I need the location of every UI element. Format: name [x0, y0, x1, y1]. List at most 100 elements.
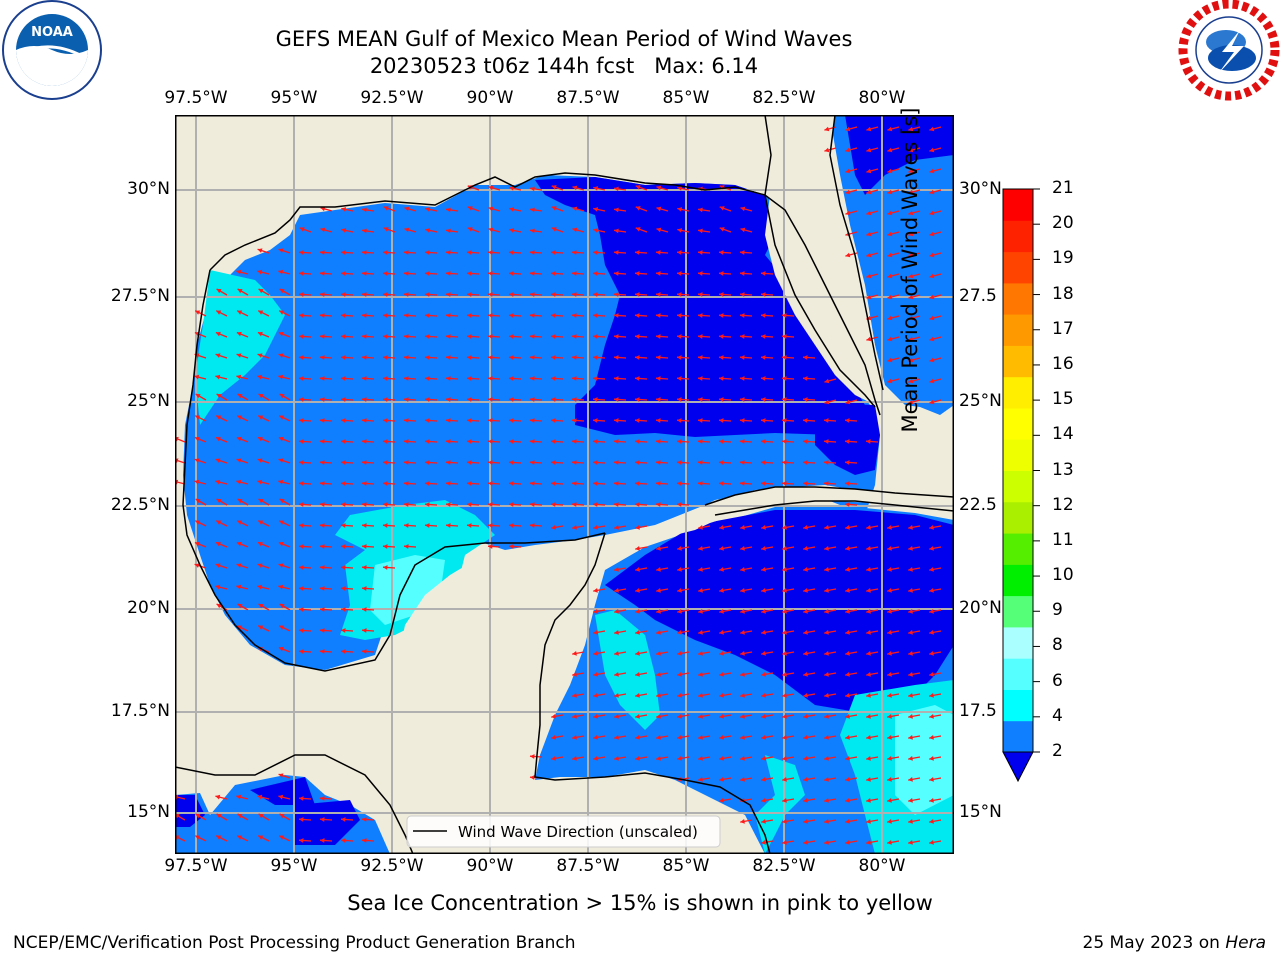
wave-direction-arrow	[340, 397, 354, 402]
wave-direction-arrow	[677, 735, 690, 740]
wave-direction-arrow	[908, 189, 921, 195]
wave-direction-arrow	[279, 498, 291, 506]
wave-direction-arrow	[508, 397, 522, 402]
wave-direction-arrow	[361, 460, 375, 465]
wave-direction-arrow	[698, 588, 711, 593]
low-period-caribbean	[605, 510, 954, 715]
wave-direction-arrow	[194, 374, 207, 380]
map-panel: Wind Wave Direction (unscaled)	[175, 115, 954, 854]
wave-direction-arrow	[466, 481, 480, 486]
florida-land	[765, 115, 880, 405]
wave-direction-arrow	[257, 520, 270, 527]
wave-direction-arrow	[404, 206, 417, 212]
wave-direction-arrow	[908, 567, 921, 572]
wave-direction-arrow	[236, 331, 249, 338]
wave-direction-arrow	[445, 292, 459, 297]
wave-direction-arrow	[845, 798, 858, 803]
wave-direction-arrow	[718, 334, 732, 339]
wave-direction-arrow	[298, 649, 312, 654]
wave-direction-arrow	[614, 672, 627, 677]
wave-direction-arrow	[593, 756, 606, 761]
wave-direction-arrow	[929, 588, 942, 593]
wave-direction-arrow	[319, 502, 333, 507]
wave-direction-arrow	[803, 840, 816, 845]
wave-direction-arrow	[782, 651, 795, 656]
wave-direction-arrow	[382, 418, 396, 423]
wave-direction-arrow	[215, 479, 228, 485]
wave-direction-arrow	[824, 819, 837, 824]
wave-direction-arrow	[676, 271, 690, 276]
wave-direction-arrow	[824, 777, 837, 782]
wave-direction-arrow	[614, 207, 627, 213]
wave-direction-arrow	[908, 798, 921, 803]
wave-direction-arrow	[781, 418, 795, 423]
wave-direction-arrow	[508, 355, 522, 360]
wave-direction-arrow	[530, 186, 543, 192]
colorbar-band	[1003, 720, 1033, 753]
colorbar-band	[1003, 345, 1033, 378]
wave-direction-arrow	[866, 588, 879, 593]
wave-direction-arrow	[761, 651, 774, 656]
wave-direction-arrow	[361, 544, 375, 549]
wave-direction-arrow	[319, 523, 333, 528]
wave-direction-arrow	[698, 714, 711, 719]
wave-direction-arrow	[845, 168, 858, 174]
wave-direction-arrow	[929, 126, 942, 132]
wave-direction-arrow	[614, 228, 627, 234]
wave-direction-arrow	[781, 439, 795, 444]
wave-direction-arrow	[887, 672, 900, 677]
wave-direction-arrow	[634, 271, 648, 276]
wave-direction-arrow	[739, 418, 753, 423]
colorbar-band	[1003, 376, 1033, 409]
wave-direction-arrow	[257, 436, 270, 443]
wave-direction-arrow	[194, 835, 207, 842]
wave-direction-arrow	[844, 502, 858, 507]
wave-direction-arrow	[340, 649, 354, 654]
wave-direction-arrow	[634, 250, 648, 255]
wave-direction-arrow	[761, 546, 774, 551]
wave-direction-arrow	[466, 376, 480, 381]
wave-direction-arrow	[866, 294, 879, 300]
noaa-logo-text: NOAA	[31, 25, 73, 40]
wave-direction-arrow	[445, 460, 459, 465]
wave-direction-arrow	[216, 288, 228, 296]
wave-direction-arrow	[403, 271, 417, 276]
wave-direction-arrow	[676, 313, 690, 318]
wave-direction-arrow	[887, 126, 900, 132]
wave-direction-arrow	[803, 693, 816, 698]
wave-direction-arrow	[382, 439, 396, 444]
wave-direction-arrow	[572, 714, 585, 719]
wave-direction-arrow	[697, 397, 711, 402]
wave-direction-arrow	[571, 313, 585, 318]
wave-direction-arrow	[236, 625, 249, 632]
wave-direction-arrow	[824, 588, 837, 593]
wave-direction-arrow	[593, 693, 606, 698]
wave-direction-arrow	[195, 498, 207, 506]
wave-direction-arrow	[593, 609, 606, 614]
wave-direction-arrow	[382, 250, 396, 255]
wave-direction-arrow	[278, 520, 291, 527]
wave-direction-arrow	[740, 567, 753, 572]
wave-direction-arrow	[215, 331, 228, 338]
wave-direction-arrow	[803, 819, 816, 824]
wave-direction-arrow	[382, 376, 396, 381]
wave-direction-arrow	[340, 439, 354, 444]
wave-direction-arrow	[319, 292, 333, 297]
wave-direction-arrow	[866, 756, 879, 761]
wave-direction-arrow	[298, 334, 312, 339]
wave-direction-arrow	[361, 418, 375, 423]
wave-direction-arrow	[319, 271, 333, 276]
wave-direction-arrow	[298, 271, 312, 276]
wave-direction-arrow	[466, 355, 480, 360]
wave-direction-arrow	[278, 331, 291, 338]
wave-direction-arrow	[887, 693, 900, 698]
wave-direction-arrow	[676, 397, 690, 402]
wave-direction-arrow	[866, 252, 879, 258]
wave-direction-arrow	[340, 838, 354, 843]
wave-direction-arrow	[466, 460, 480, 465]
wave-direction-arrow	[677, 588, 690, 593]
colorbar-band	[1003, 470, 1033, 503]
wave-direction-arrow	[382, 292, 396, 297]
wave-direction-arrow	[298, 250, 312, 255]
wave-direction-arrow	[613, 355, 627, 360]
